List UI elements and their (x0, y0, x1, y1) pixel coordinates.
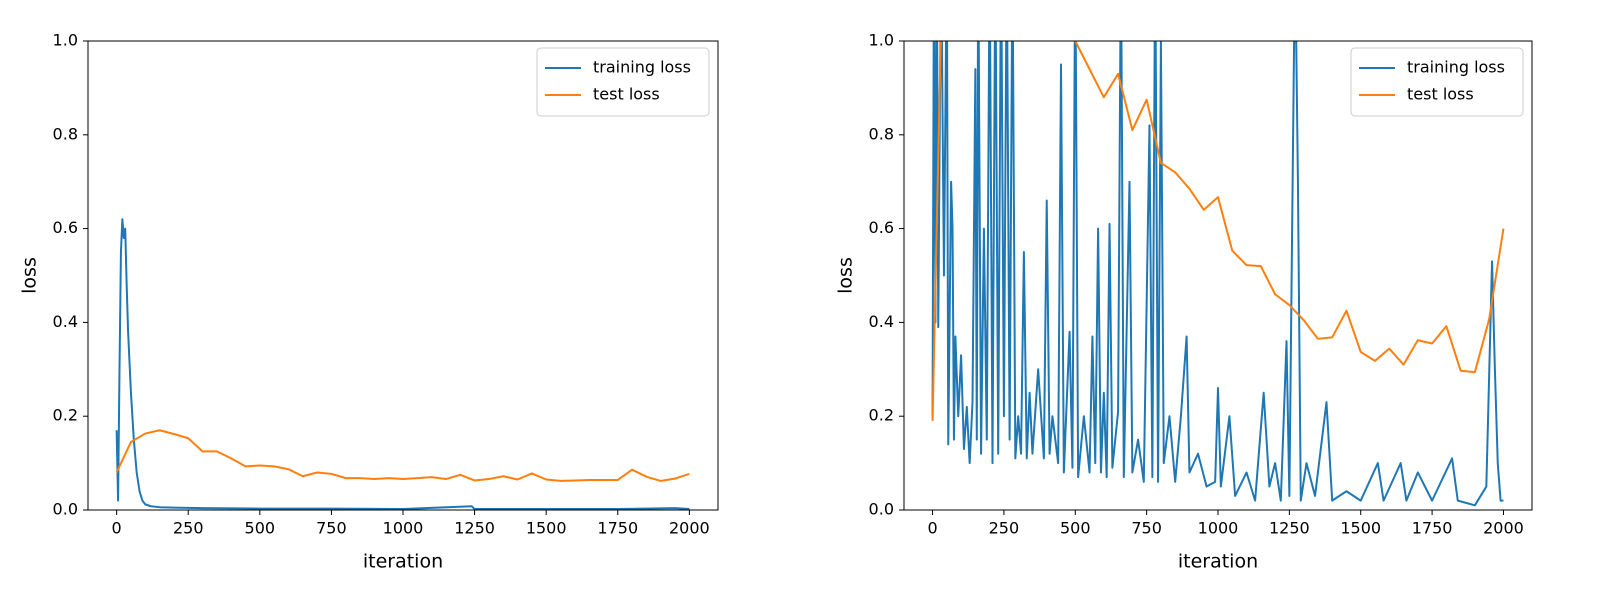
lines (931, 41, 1505, 507)
y-tick-label: 1.0 (869, 31, 894, 50)
x-tick-label: 1750 (1412, 519, 1453, 538)
legend-box (1350, 47, 1524, 117)
legend-label: test loss (593, 85, 660, 104)
chart-panel: 0 250 500 750 1000 1250 1500 1750 2000 0.0 0.2 0.4 0… (19, 31, 719, 573)
x-tick-label: 1000 (383, 519, 424, 538)
y-tick-label: 0.0 (53, 500, 78, 519)
lines (115, 218, 690, 510)
x-tick-label: 2000 (669, 519, 710, 538)
x-tick-label: 1250 (1269, 519, 1310, 538)
y-axis-label: loss (835, 257, 857, 294)
y-axis-label: loss (19, 257, 41, 294)
axes-frame (87, 40, 719, 511)
y-tick-label: 0.8 (869, 124, 894, 143)
legend-label: training loss (593, 58, 691, 77)
x-tick-label: 1500 (1340, 519, 1381, 538)
y-tick-label: 1.0 (53, 31, 78, 50)
x-tick-label: 0 (927, 519, 937, 538)
axes-frame (903, 40, 1533, 511)
x-tick-label: 500 (245, 519, 276, 538)
x-tick-label: 1750 (597, 519, 638, 538)
legend: training loss test loss (536, 47, 710, 117)
chart-panel: 0 250 500 750 1000 1250 1500 1750 2000 0.0 0.2 0.4 0… (835, 31, 1533, 573)
series-line (931, 41, 1504, 507)
legend-label: test loss (1407, 85, 1474, 104)
x-tick-label: 0 (112, 519, 122, 538)
x-tick-label: 750 (1131, 519, 1162, 538)
series-line (931, 41, 1505, 421)
y-tick-label: 0.4 (53, 312, 78, 331)
y-tick-label: 0.2 (869, 406, 894, 425)
x-tick-label: 2000 (1483, 519, 1524, 538)
x-tick-label: 750 (316, 519, 347, 538)
x-axis-label: iteration (363, 551, 443, 573)
legend-label: training loss (1407, 58, 1505, 77)
x-axis-label: iteration (1178, 551, 1258, 573)
legend-box (536, 47, 710, 117)
series-line (115, 429, 690, 482)
y-tick-label: 0.2 (53, 406, 78, 425)
x-tick-label: 250 (173, 519, 204, 538)
x-tick-label: 500 (1060, 519, 1091, 538)
x-tick-label: 1250 (454, 519, 495, 538)
x-tick-label: 1500 (526, 519, 567, 538)
legend: training loss test loss (1350, 47, 1524, 117)
y-tick-label: 0.8 (53, 124, 78, 143)
y-tick-label: 0.6 (53, 218, 78, 237)
x-tick-label: 1000 (1198, 519, 1239, 538)
series-line (115, 218, 690, 510)
y-tick-label: 0.0 (869, 500, 894, 519)
y-tick-label: 0.6 (869, 218, 894, 237)
y-tick-label: 0.4 (869, 312, 894, 331)
x-tick-label: 250 (989, 519, 1020, 538)
